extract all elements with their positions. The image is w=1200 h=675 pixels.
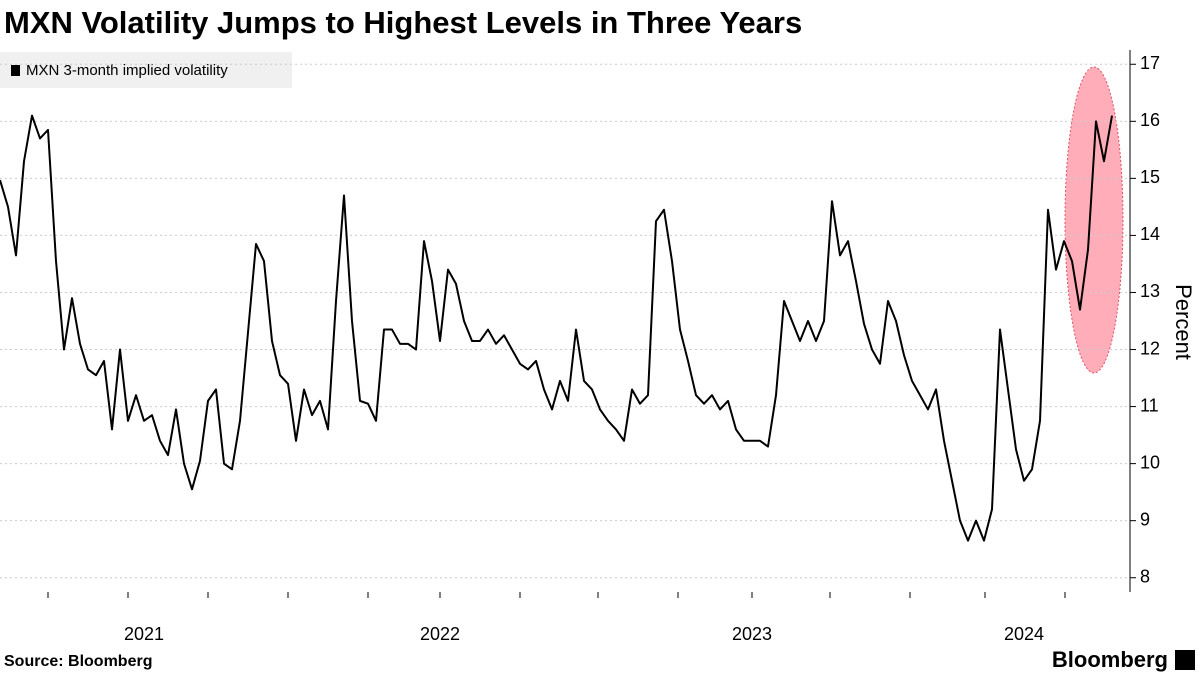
highlight-ellipse	[1064, 66, 1124, 374]
y-tick-label: 8	[1140, 566, 1150, 586]
legend-box	[0, 52, 292, 88]
x-tick-label: 2022	[420, 624, 460, 644]
y-tick-label: 11	[1140, 395, 1159, 415]
y-tick-label: 13	[1140, 281, 1160, 301]
source: Source: Bloomberg	[4, 653, 152, 670]
x-tick-label: 2023	[732, 624, 772, 644]
y-tick-label: 10	[1140, 452, 1160, 472]
legend-label: MXN 3-month implied volatility	[26, 62, 228, 79]
y-tick-label: 9	[1140, 509, 1150, 529]
y-tick-label: 15	[1140, 167, 1160, 187]
y-axis-title: Percent	[1171, 284, 1196, 360]
y-tick-label: 16	[1140, 110, 1160, 130]
y-tick-label: 12	[1140, 338, 1160, 358]
chart-title: MXN Volatility Jumps to Highest Levels i…	[4, 5, 802, 40]
logo-icon	[1175, 650, 1195, 670]
legend-swatch	[11, 65, 20, 76]
x-tick-label: 2024	[1004, 624, 1044, 644]
x-minor-ticks	[47, 592, 1066, 598]
x-tick-label: 2021	[124, 624, 164, 644]
line-series	[0, 114, 1113, 542]
branding: Bloomberg	[1052, 647, 1168, 672]
y-tick-label: 17	[1140, 53, 1160, 73]
y-tick-label: 14	[1140, 224, 1160, 244]
